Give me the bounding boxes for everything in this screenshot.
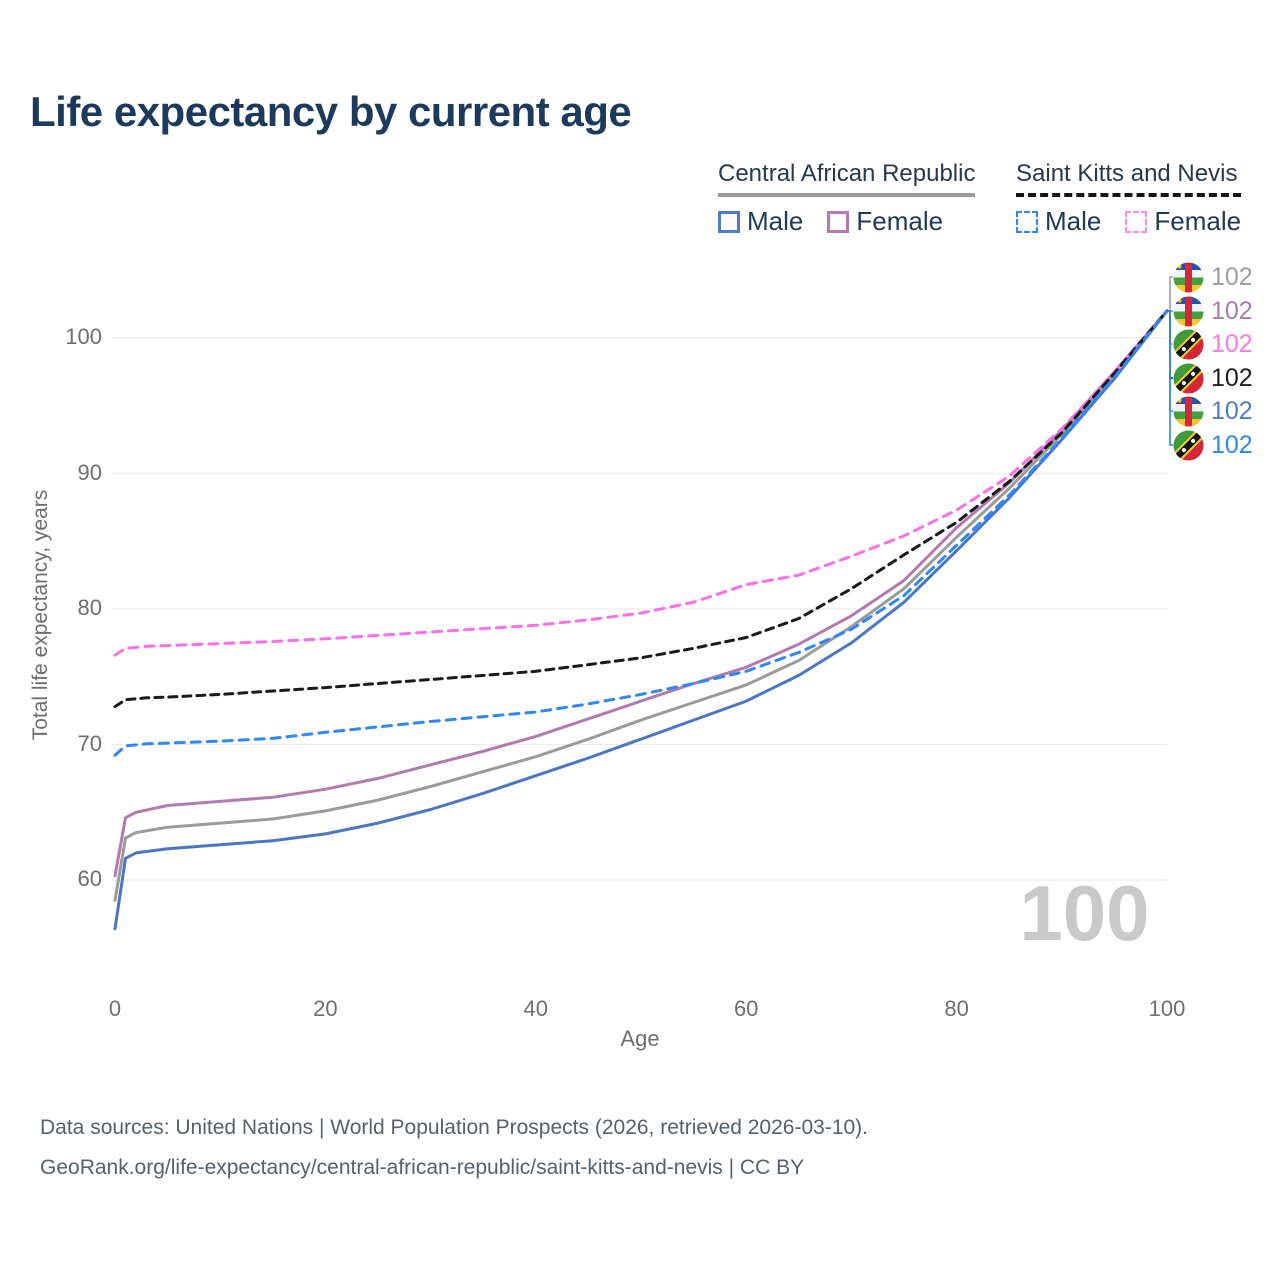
end-label-row-car-average[interactable]: 102	[1173, 260, 1253, 294]
legend-item-car-female[interactable]: Female	[827, 206, 943, 237]
end-label-row-skn-female[interactable]: 102	[1173, 327, 1253, 361]
legend-group-central-african-republic: Central African Republic Male Female	[718, 160, 976, 237]
legend-header-saint-kitts-and-nevis: Saint Kitts and Nevis	[1016, 160, 1242, 197]
y-tick-label-100: 100	[65, 324, 102, 349]
end-label-row-skn-average[interactable]: 102	[1173, 361, 1253, 395]
y-tick-label-90: 90	[77, 459, 102, 485]
central-african-republic-flag-icon	[1173, 261, 1204, 293]
series-line-skn-average[interactable]	[113, 309, 1169, 709]
age-counter-watermark: 100	[1019, 869, 1150, 957]
footer: Data sources: United Nations | World Pop…	[40, 1108, 868, 1188]
legend-item-car-male[interactable]: Male	[718, 206, 803, 237]
legend-group-saint-kitts-and-nevis: Saint Kitts and Nevis Male Female	[1016, 160, 1242, 237]
series-line-car-male[interactable]	[113, 309, 1169, 931]
series-line-skn-female[interactable]	[113, 309, 1169, 657]
legend-items: Male Female	[1016, 206, 1241, 237]
end-label-row-car-male[interactable]: 102	[1173, 394, 1253, 428]
x-tick-label-60: 60	[733, 996, 759, 1021]
central-african-republic-flag-icon	[1173, 295, 1204, 327]
y-tick-label-70: 70	[77, 730, 102, 756]
attribution-text: GeoRank.org/life-expectancy/central-afri…	[40, 1156, 805, 1179]
end-label-value: 102	[1211, 364, 1253, 392]
data-sources-text: Data sources: United Nations | World Pop…	[40, 1116, 869, 1139]
central-african-republic-flag-icon	[1173, 395, 1204, 427]
page-title: Life expectancy by current age	[30, 88, 632, 135]
end-label-value: 102	[1211, 297, 1253, 325]
skn-male-swatch-icon	[1016, 210, 1038, 233]
x-axis-title: Age	[620, 1026, 660, 1051]
end-label-row-skn-male[interactable]: 102	[1173, 428, 1253, 462]
legend-item-skn-male[interactable]: Male	[1016, 206, 1101, 237]
y-tick-label-80: 80	[77, 595, 102, 620]
y-tick-label-60: 60	[77, 866, 102, 891]
end-label-value: 102	[1211, 431, 1253, 459]
legend-item-label: Male	[747, 206, 804, 236]
legend-header-central-african-republic: Central African Republic	[718, 160, 976, 197]
series-line-car-female[interactable]	[113, 309, 1169, 878]
x-tick-label-80: 80	[944, 996, 969, 1021]
legend-items: Male Female	[718, 206, 975, 237]
series-line-skn-male[interactable]	[113, 309, 1169, 757]
saint-kitts-and-nevis-flag-icon	[1173, 429, 1204, 461]
legend-item-label: Female	[856, 206, 944, 236]
series-line-car-average[interactable]	[113, 309, 1169, 902]
end-label-value: 102	[1211, 330, 1253, 358]
end-label-value: 102	[1211, 397, 1253, 425]
skn-female-swatch-icon	[1125, 210, 1148, 233]
saint-kitts-and-nevis-flag-icon	[1173, 362, 1204, 394]
end-label-value: 102	[1211, 263, 1253, 291]
legend-item-label: Female	[1154, 206, 1242, 236]
saint-kitts-and-nevis-flag-icon	[1173, 328, 1204, 360]
y-axis-title: Total life expectancy, years	[29, 489, 52, 741]
car-female-swatch-icon	[827, 210, 850, 233]
end-label-row-car-female[interactable]: 102	[1173, 294, 1253, 328]
x-tick-label-100: 100	[1148, 996, 1186, 1021]
x-tick-label-40: 40	[523, 996, 549, 1021]
x-tick-label-20: 20	[313, 996, 338, 1021]
legend-item-skn-female[interactable]: Female	[1125, 206, 1241, 237]
legend-item-label: Male	[1045, 206, 1102, 236]
x-tick-label-0: 0	[108, 996, 122, 1021]
car-male-swatch-icon	[718, 210, 740, 233]
